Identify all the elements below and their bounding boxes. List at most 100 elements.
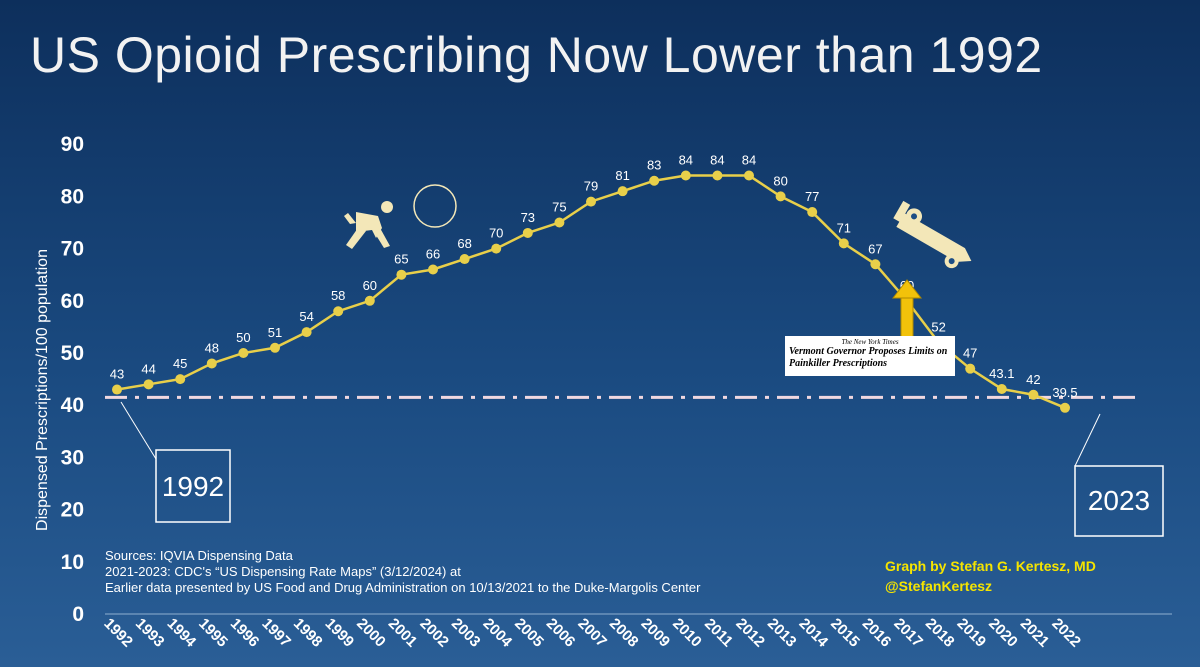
credit-handle: @StefanKertesz <box>885 578 993 594</box>
y-tick-label: 80 <box>61 185 84 208</box>
data-label: 75 <box>552 200 566 215</box>
data-point <box>680 170 691 181</box>
data-point <box>333 306 344 317</box>
x-tick-label: 2006 <box>543 615 579 651</box>
x-tick-label: 2020 <box>985 615 1021 651</box>
x-tick-label: 1992 <box>100 615 136 651</box>
data-point <box>459 254 470 265</box>
x-tick-label: 1993 <box>132 615 168 651</box>
x-tick-label: 2015 <box>827 615 863 651</box>
y-tick-label: 60 <box>61 290 84 313</box>
data-label: 79 <box>584 179 598 194</box>
data-label: 84 <box>742 153 756 168</box>
x-tick-label: 1995 <box>195 615 231 651</box>
data-point <box>396 269 407 280</box>
data-point <box>744 170 754 181</box>
end-callout-connector <box>1074 413 1101 467</box>
data-point <box>870 259 881 270</box>
data-label: 39.5 <box>1052 385 1077 400</box>
data-point <box>617 186 628 197</box>
nyt-headline-clipping: The New York Times Vermont Governor Prop… <box>785 336 955 376</box>
data-point <box>775 191 786 202</box>
data-label: 42 <box>1026 372 1040 387</box>
x-tick-label: 2016 <box>859 615 895 651</box>
x-tick-label: 2010 <box>669 615 705 651</box>
credit-line-1: Graph by Stefan G. Kertesz, MD <box>885 558 1096 574</box>
x-tick-label: 1994 <box>164 615 200 651</box>
data-labels: 43 44 45 48 50 51 54 58 60 65 66 68 70 73 75 79 81 83 84 84… <box>110 153 1078 400</box>
data-point <box>270 342 280 353</box>
y-tick-label: 10 <box>61 551 84 574</box>
start-callout-connector <box>120 401 157 460</box>
y-axis-label: Dispensed Prescriptions/100 population <box>34 249 51 531</box>
data-point <box>712 170 723 181</box>
ball-icon <box>413 184 457 228</box>
data-label: 54 <box>299 309 313 324</box>
y-tick-label: 20 <box>61 499 84 522</box>
data-label: 71 <box>837 220 851 235</box>
data-label: 81 <box>615 168 629 183</box>
start-callout-label: 1992 <box>162 471 224 502</box>
data-points <box>112 170 1070 413</box>
data-label: 70 <box>489 226 503 241</box>
data-point <box>364 295 375 306</box>
source-line-1: Sources: IQVIA Dispensing Data <box>105 548 293 563</box>
x-tick-label: 2014 <box>796 615 832 651</box>
x-tick-label: 1998 <box>290 615 326 651</box>
data-point <box>206 358 217 369</box>
x-tick-label: 2005 <box>511 615 547 651</box>
data-label: 84 <box>710 153 724 168</box>
data-point <box>1060 402 1070 413</box>
data-point <box>175 374 186 385</box>
x-tick-label: 2012 <box>732 615 768 651</box>
data-point <box>965 363 976 374</box>
data-point <box>838 238 849 249</box>
data-point <box>996 384 1007 395</box>
start-callout-box <box>155 449 231 523</box>
author-credit: Graph by Stefan G. Kertesz, MD @StefanKe… <box>885 556 1096 596</box>
y-tick-label: 40 <box>61 394 84 417</box>
x-tick-label: 2002 <box>416 615 452 651</box>
x-axis: 1992199319941995199619971998199920002001… <box>100 615 1084 651</box>
x-tick-label: 2008 <box>606 615 642 651</box>
data-label: 43.1 <box>989 366 1014 381</box>
y-tick-label: 90 <box>61 133 84 156</box>
data-point <box>143 379 154 390</box>
data-point <box>301 327 312 338</box>
x-tick-label: 1996 <box>227 615 263 651</box>
x-tick-label: 2017 <box>890 615 926 651</box>
data-label: 51 <box>268 325 282 340</box>
data-label: 73 <box>521 210 535 225</box>
data-label: 80 <box>773 173 787 188</box>
x-tick-label: 2011 <box>701 615 736 650</box>
page-title: US Opioid Prescribing Now Lower than 199… <box>30 27 1043 83</box>
data-label: 58 <box>331 288 345 303</box>
y-tick-label: 70 <box>61 238 84 261</box>
data-point <box>554 217 565 228</box>
x-tick-label: 1999 <box>322 615 358 651</box>
race-car-icon <box>893 200 972 269</box>
data-label: 48 <box>205 340 219 355</box>
data-label: 47 <box>963 346 977 361</box>
y-axis: 0 10 20 30 40 50 60 70 80 90 <box>61 133 84 626</box>
end-callout-label: 2023 <box>1088 485 1150 516</box>
runner-icon <box>344 201 393 249</box>
x-tick-label: 2022 <box>1048 615 1084 651</box>
data-label: 52 <box>931 320 945 335</box>
x-tick-label: 2007 <box>574 615 610 651</box>
data-point <box>649 175 660 186</box>
data-point <box>112 384 122 395</box>
x-tick-label: 2013 <box>764 615 800 651</box>
data-label: 84 <box>679 153 693 168</box>
nyt-headline: Vermont Governor Proposes Limits on Pain… <box>789 346 948 369</box>
data-label: 68 <box>457 236 471 251</box>
data-label: 66 <box>426 246 440 261</box>
data-point <box>428 264 438 275</box>
data-point <box>491 243 502 254</box>
data-point <box>522 227 533 238</box>
x-tick-label: 2018 <box>922 615 958 651</box>
y-tick-label: 50 <box>61 342 84 365</box>
data-label: 60 <box>363 278 377 293</box>
x-tick-label: 1997 <box>258 615 294 651</box>
